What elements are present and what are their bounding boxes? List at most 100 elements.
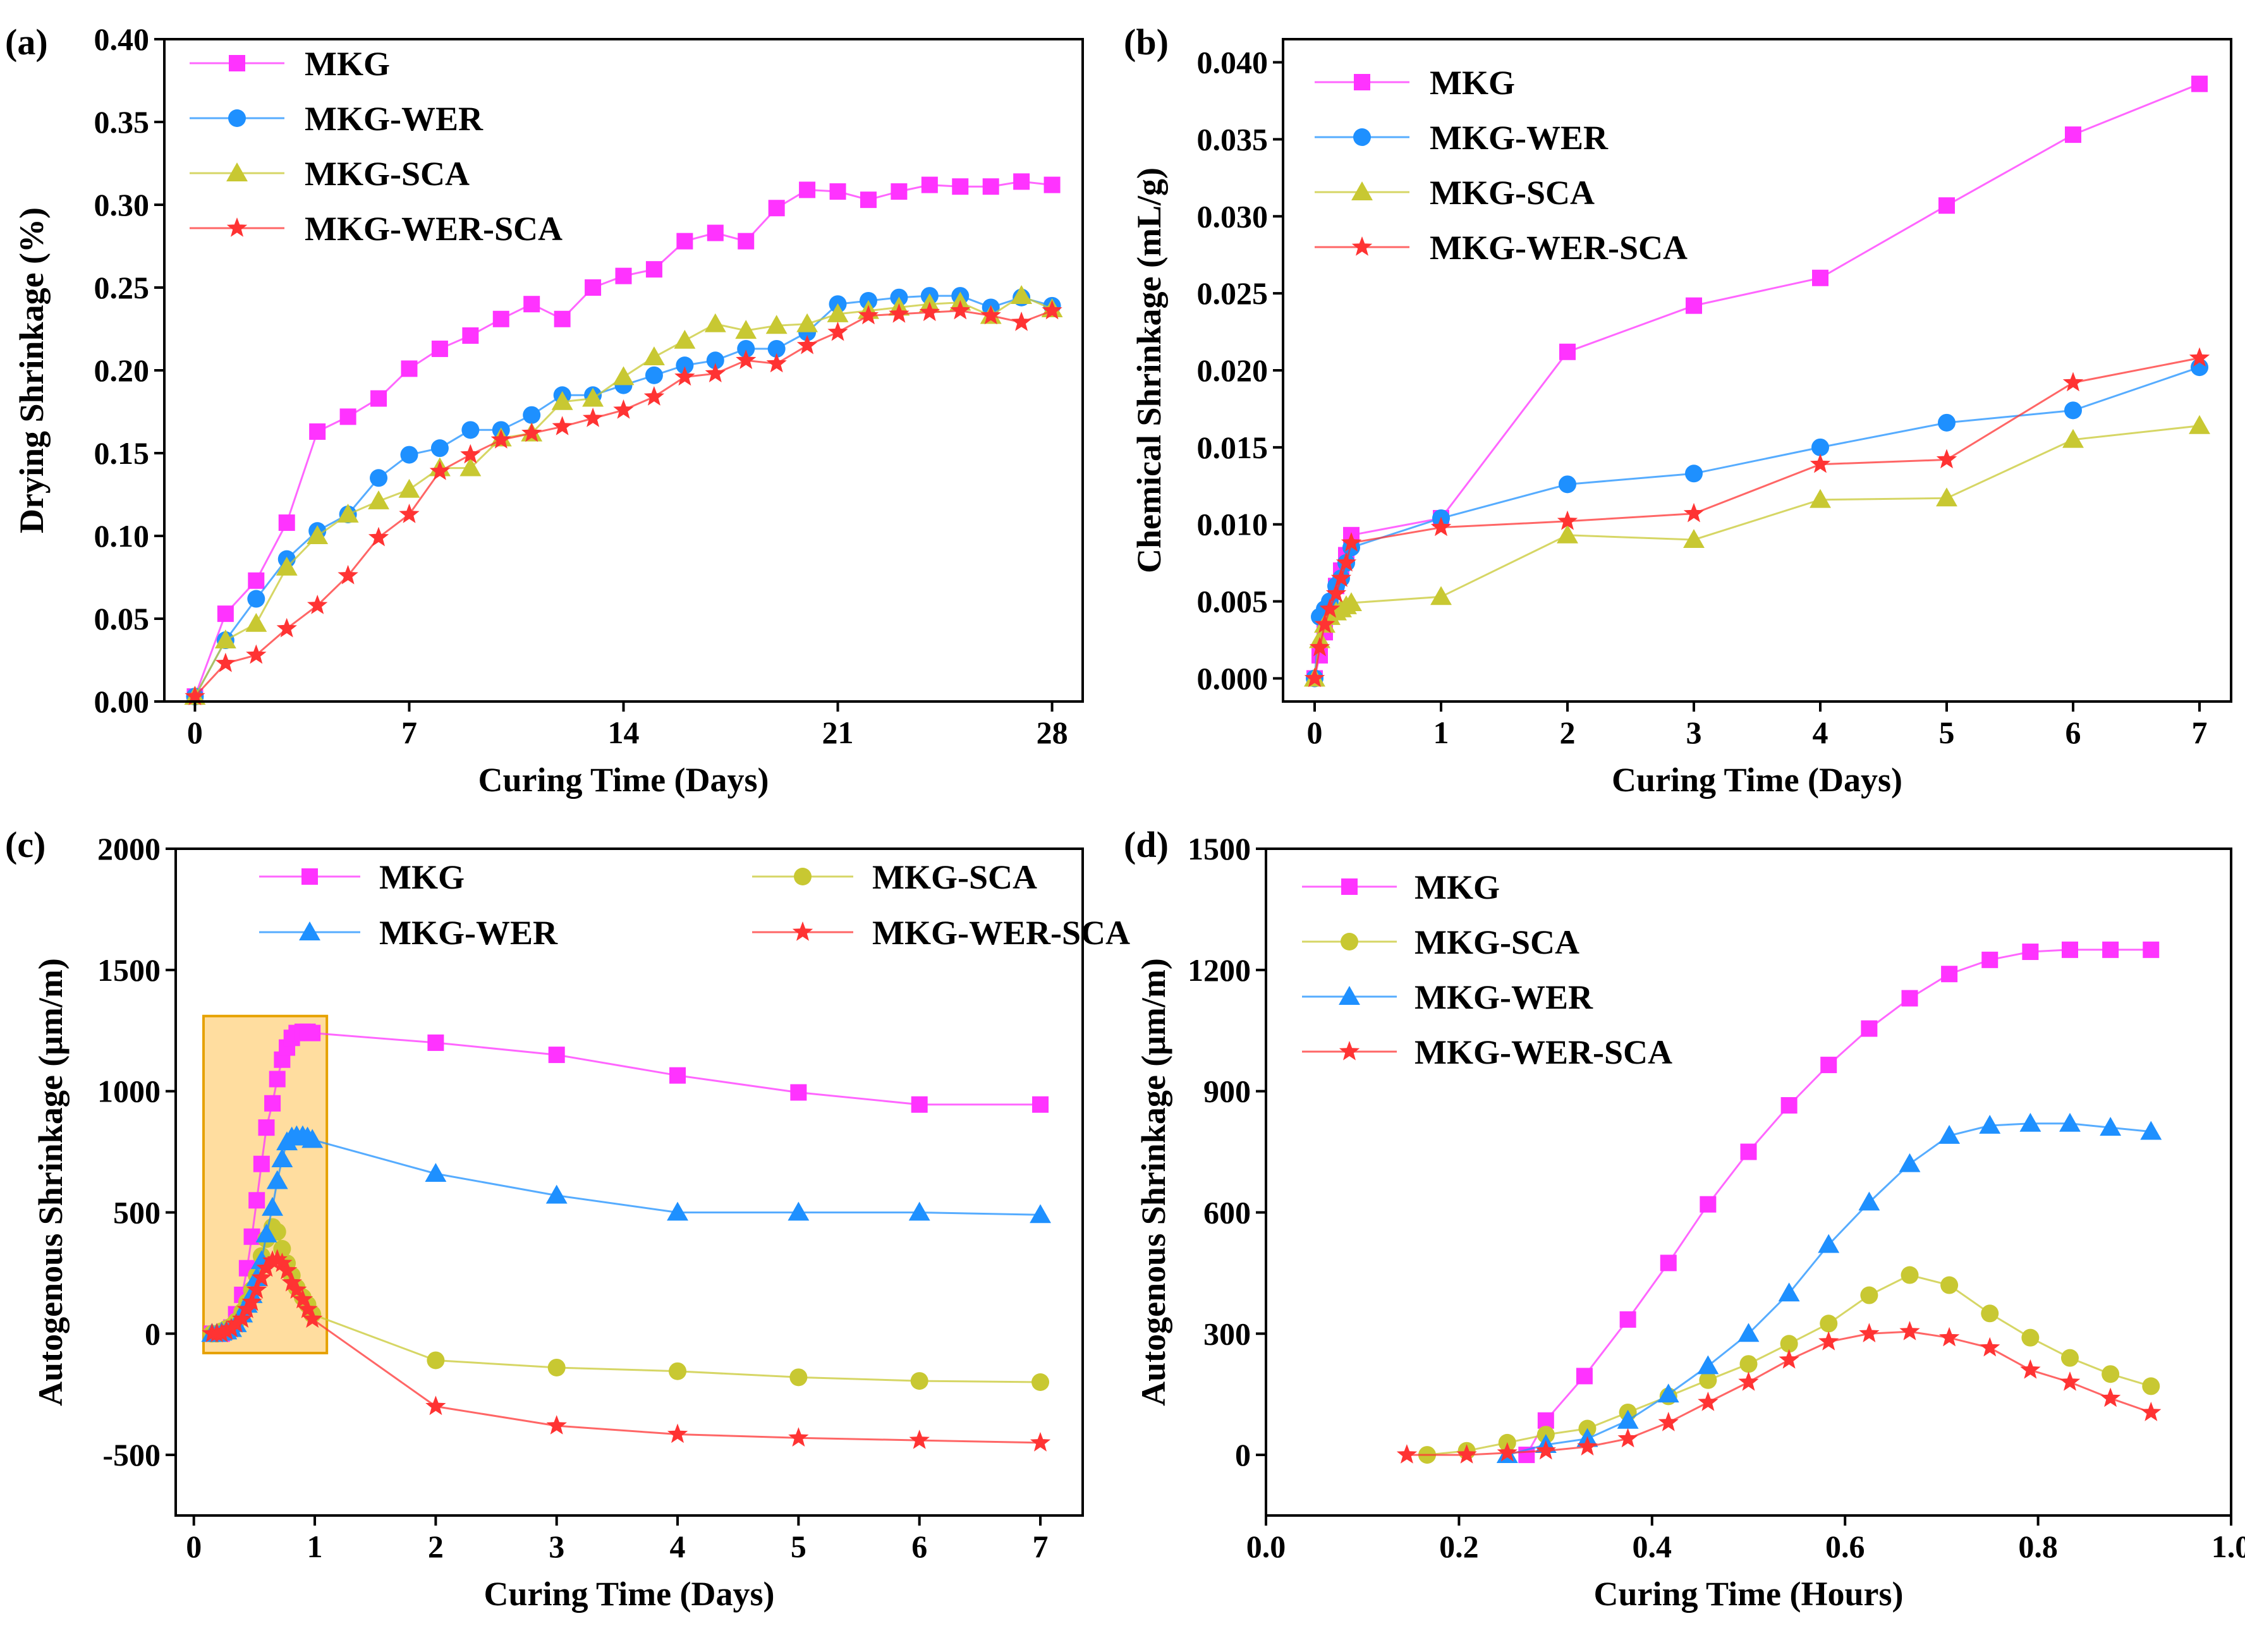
data-point (251, 1267, 272, 1287)
y-tick-label: 0.025 (1197, 276, 1269, 311)
data-point (276, 1260, 298, 1280)
data-point (547, 1358, 566, 1376)
series-line (1406, 1330, 2151, 1456)
data-point (705, 363, 726, 382)
y-tick-label: 0.20 (94, 353, 150, 388)
data-point (788, 1201, 810, 1221)
data-point (1901, 990, 1918, 1007)
data-point (1619, 1311, 1636, 1328)
data-point (768, 200, 785, 217)
data-point (1330, 568, 1352, 587)
series-mkg-sca (203, 1218, 1050, 1391)
y-tick-label: 500 (113, 1194, 161, 1230)
y-tick-label: 600 (1203, 1194, 1251, 1230)
data-point (1309, 636, 1330, 657)
y-tick-label: 0.35 (94, 104, 150, 140)
data-point (1818, 1331, 1839, 1351)
data-point (459, 457, 482, 477)
data-point (1011, 312, 1032, 331)
data-point (1739, 1355, 1758, 1373)
data-point (766, 353, 787, 373)
data-point (1820, 1057, 1837, 1074)
data-point (490, 429, 511, 449)
data-point (2061, 941, 2078, 958)
data-point (554, 310, 571, 327)
data-point (245, 612, 267, 632)
legend-marker (1341, 933, 1358, 951)
data-point (2022, 944, 2039, 961)
data-point (338, 564, 358, 585)
data-point (582, 387, 604, 407)
legend-marker (794, 868, 812, 885)
y-tick-label: 0.035 (1197, 121, 1269, 157)
data-point (292, 1289, 313, 1309)
legend-label: MKG (379, 858, 465, 896)
data-point (226, 1313, 246, 1333)
data-point (911, 1096, 928, 1113)
data-point (1858, 1191, 1880, 1211)
series-mkg-wer-sca (202, 1249, 1051, 1452)
data-point (2140, 1121, 2162, 1140)
data-point (1686, 297, 1702, 314)
data-point (667, 1201, 688, 1221)
data-point (1013, 173, 1030, 190)
series-mkg-wer-sca (1396, 1321, 2162, 1464)
y-tick-label: 0.040 (1197, 45, 1269, 80)
legend-item-mkg-wer: MKG-WER (1315, 119, 1609, 157)
chart-panel-d: (d) 0.0 0.2 0.4 0.6 0.8 1.0 0 300 600 900 1200 1500 C… (1124, 824, 2245, 1613)
data-point (2102, 941, 2119, 958)
series-mkg-wer (186, 287, 1061, 706)
data-point (1697, 1355, 1719, 1375)
data-point (1779, 1349, 1799, 1369)
data-point (1535, 1440, 1556, 1460)
panel-label: (b) (1124, 21, 1169, 63)
series-line (1507, 1122, 2151, 1456)
y-tick-label: 0.015 (1197, 430, 1269, 465)
x-axis-title: Curing Time (Days) (1612, 761, 1902, 799)
legend-label: MKG-SCA (305, 155, 470, 193)
data-point (645, 366, 663, 384)
y-tick-label: 1500 (97, 952, 161, 988)
series-line (1313, 425, 2200, 679)
data-point (1936, 487, 1957, 507)
legend-item-mkg-wer: MKG-WER (1302, 978, 1593, 1016)
x-tick-label: 0 (187, 715, 203, 750)
legend: MKG MKG-SCA MKG-WER MKG-WER-SCA (259, 858, 1130, 952)
legend-item-mkg: MKG (259, 858, 465, 896)
x-tick-label: 3 (1686, 715, 1702, 750)
data-point (1698, 1392, 1719, 1411)
data-point (1812, 269, 1828, 286)
data-point (1559, 343, 1576, 360)
legend-label: MKG (1430, 64, 1515, 102)
data-point (1980, 1337, 2000, 1357)
data-point (829, 183, 846, 200)
data-point (401, 360, 418, 377)
chart-panel-a: (a) 0 7 14 21 28 0.00 0.05 0.10 0.15 0.20 0.25 0.30 0… (5, 21, 1084, 799)
legend-item-mkg: MKG (1302, 868, 1500, 906)
data-point (2102, 1365, 2120, 1383)
legend-label: MKG-WER-SCA (872, 914, 1130, 952)
x-tick-label: 6 (2066, 715, 2081, 750)
data-point (211, 1323, 232, 1342)
data-point (796, 334, 818, 355)
data-point (765, 315, 788, 334)
legend-label: MKG (1415, 868, 1500, 906)
data-point (425, 1395, 446, 1416)
data-point (307, 525, 329, 544)
x-tick-label: 0.4 (1633, 1529, 1672, 1564)
plot-frame (1282, 38, 2232, 703)
legend-marker (1339, 986, 1360, 1005)
x-tick-label: 4 (1813, 715, 1828, 750)
data-point (2060, 1349, 2079, 1367)
legend-label: MKG-WER (1430, 119, 1609, 157)
series-mkg (186, 173, 1061, 705)
data-point (615, 267, 632, 284)
y-tick-label: 0.30 (94, 187, 150, 222)
data-point (674, 366, 695, 386)
y-tick-label: 1000 (97, 1074, 161, 1109)
data-point (919, 301, 940, 322)
data-point (214, 629, 236, 649)
data-point (1557, 524, 1578, 544)
y-axis-title: Drying Shrinkage (%) (13, 207, 51, 533)
data-point (980, 305, 1001, 325)
